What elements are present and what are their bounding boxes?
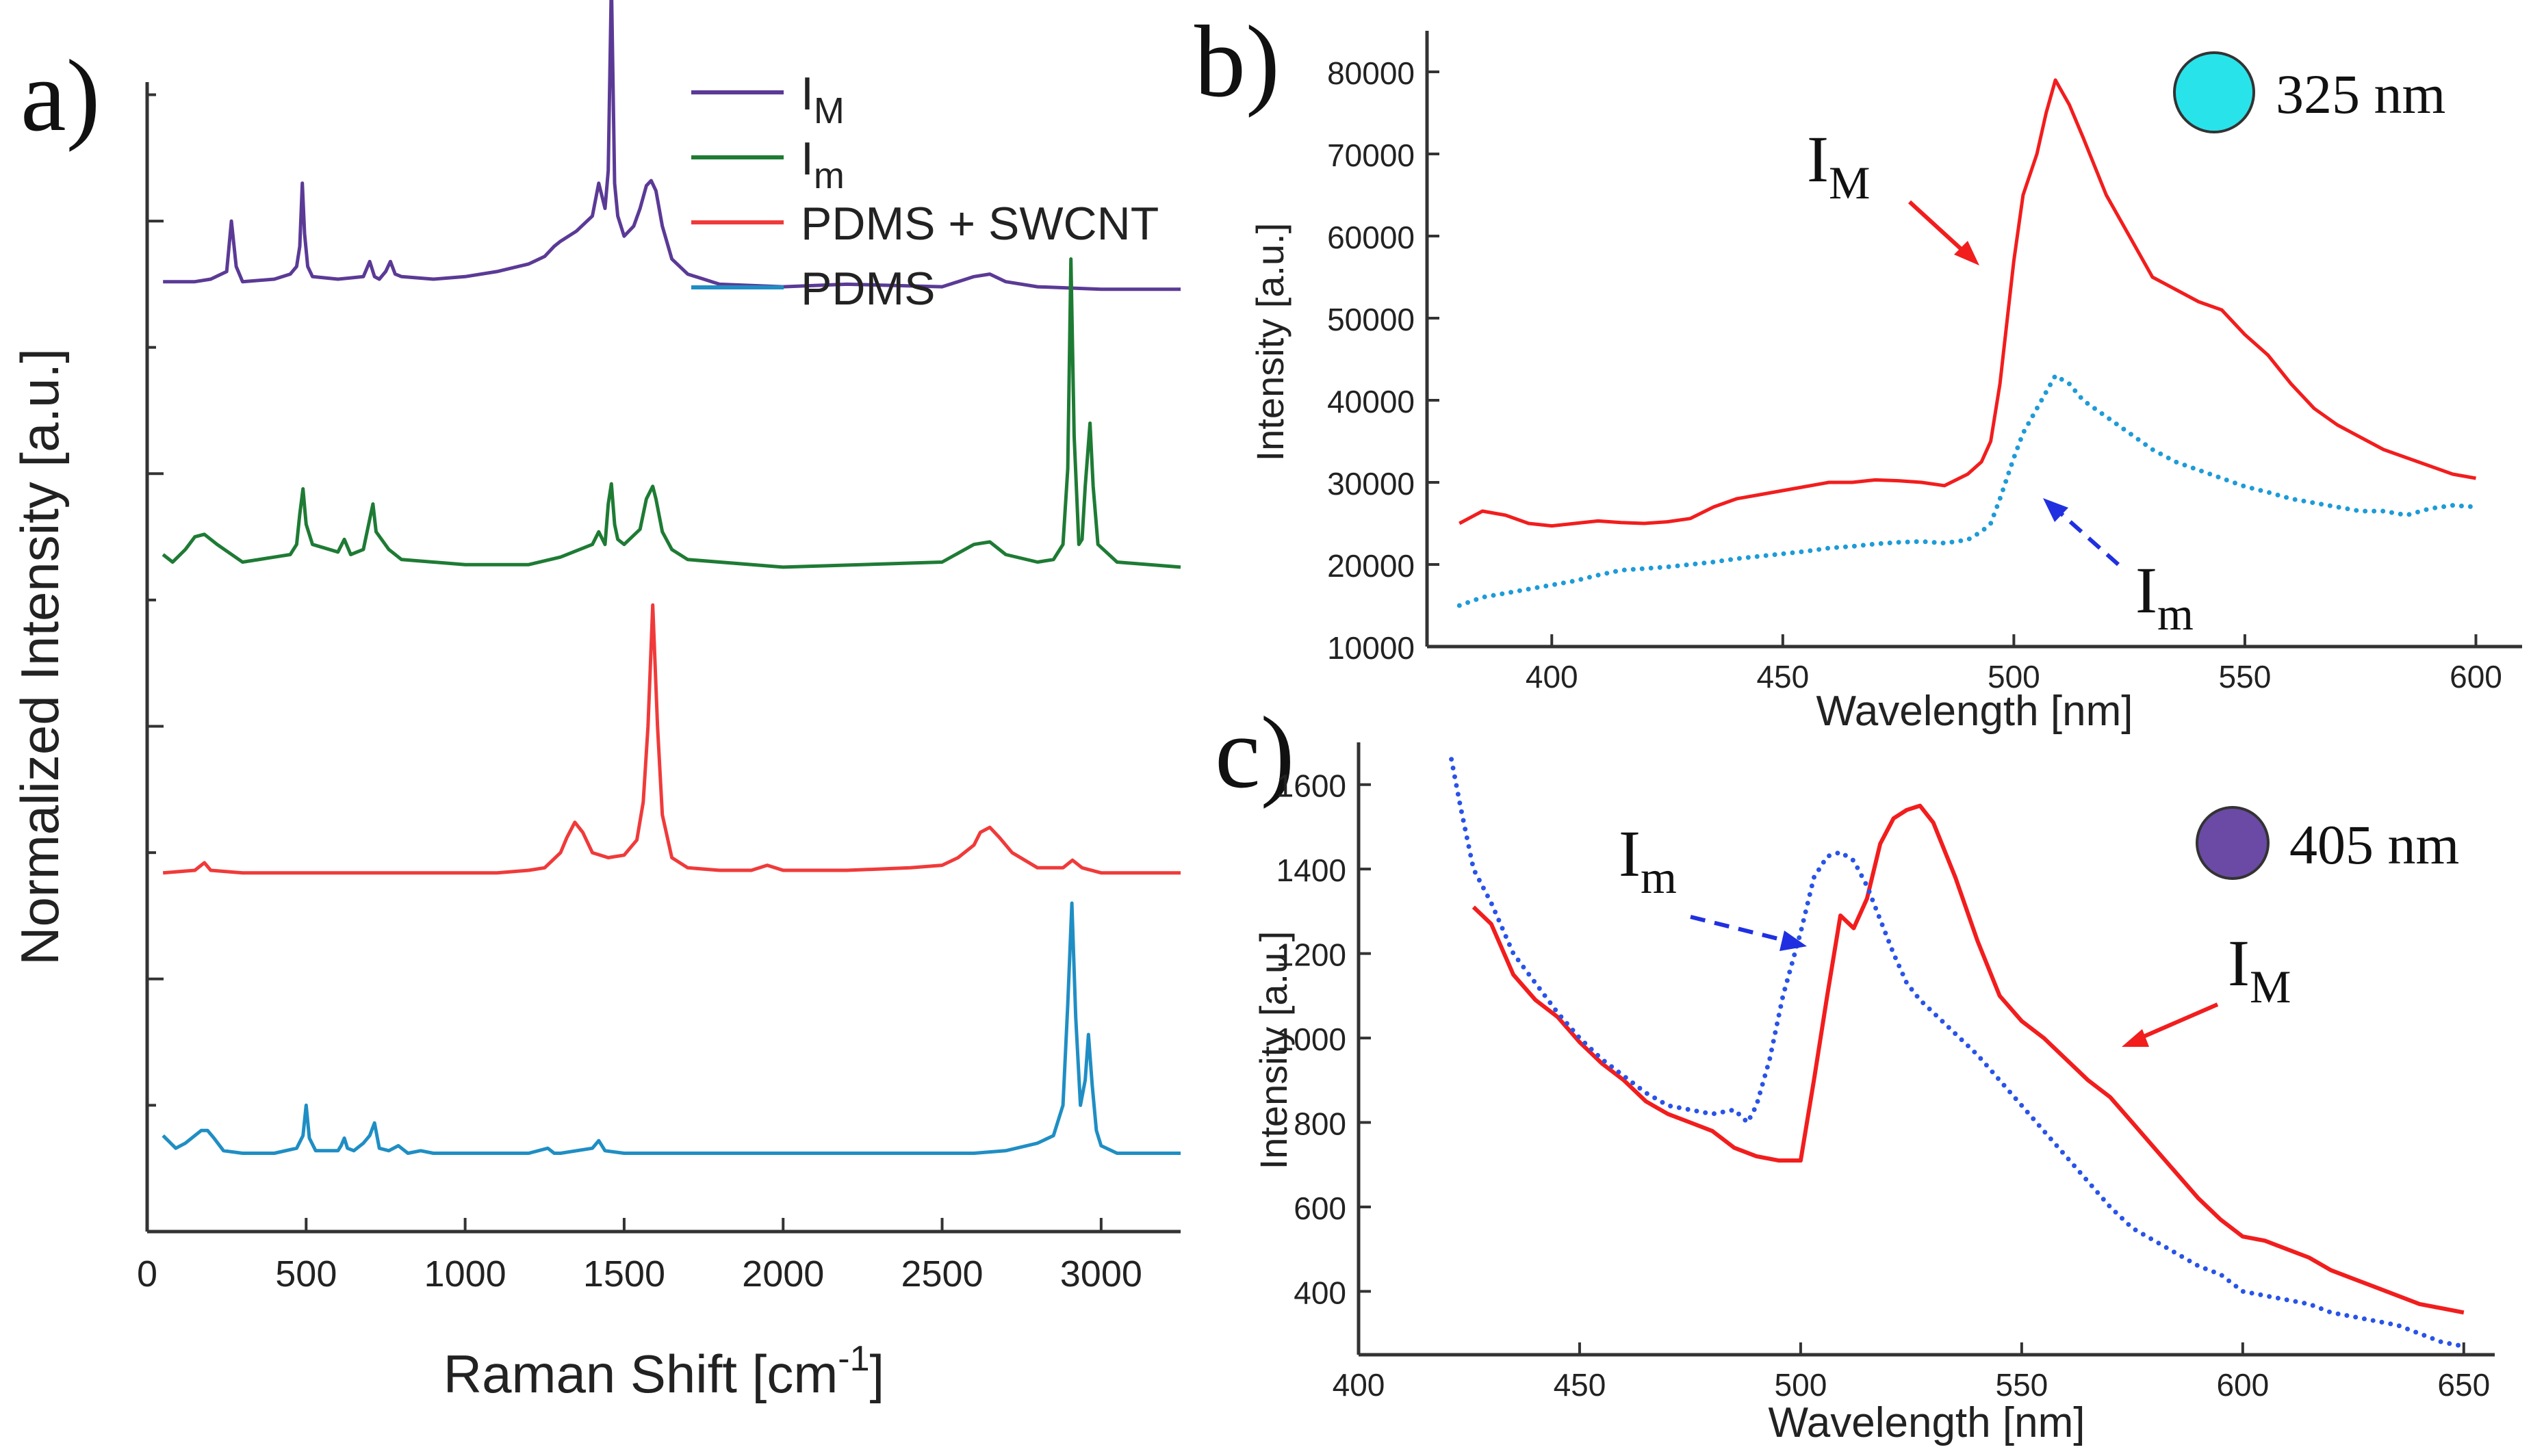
panel-c-label: c) bbox=[1215, 696, 1295, 809]
panel-b-y-ticks: 10000 20000 30000 40000 50000 60000 70000 80000 bbox=[1327, 55, 1439, 666]
panel-a-x-tick-label: 1000 bbox=[424, 1253, 506, 1295]
panel-c-x-axis-label: Wavelength [nm] bbox=[1769, 1399, 2085, 1446]
panel-a-x-tick-label: 0 bbox=[137, 1253, 157, 1295]
panel-c-x-tick-label: 600 bbox=[2216, 1367, 2269, 1403]
panel-b-y-tick-label: 70000 bbox=[1327, 138, 1415, 173]
panel-b-axes bbox=[1425, 31, 2522, 649]
panel-c-arrow-IM bbox=[2137, 1002, 2219, 1041]
panel-a-x-axis-label-sup: -1 bbox=[838, 1339, 869, 1379]
panel-a-x-tick-label: 2500 bbox=[901, 1253, 983, 1295]
panel-c-annotation-Im-letter: I bbox=[1619, 817, 1641, 890]
panel-b-x-ticks: 400 450 500 550 600 bbox=[1526, 634, 2502, 694]
panel-b-excitation-dot bbox=[2173, 51, 2255, 133]
panel-a-y-ticks bbox=[147, 93, 164, 1233]
panel-b-annotation-Im: Im bbox=[2135, 554, 2194, 640]
panel-b-y-tick-label: 30000 bbox=[1327, 466, 1415, 502]
panel-b-annotation-Im-sub: m bbox=[2157, 588, 2194, 640]
panel-c-excitation-label: 405 nm bbox=[2289, 814, 2459, 876]
panel-c-arrow-Im bbox=[1690, 915, 1787, 943]
panel-b-y-tick-label: 50000 bbox=[1327, 302, 1415, 337]
panel-b-curves bbox=[1456, 78, 2478, 608]
panel-b-x-tick-label: 400 bbox=[1526, 659, 1578, 694]
panel-a-x-tick-label: 2000 bbox=[742, 1253, 824, 1295]
panel-a-x-axis-label: Raman Shift [cm-1] bbox=[444, 1339, 884, 1404]
panel-c-x-tick-label: 650 bbox=[2437, 1367, 2490, 1403]
panel-b-excitation-label: 325 nm bbox=[2276, 63, 2445, 125]
panel-b-x-axis-label: Wavelength [nm] bbox=[1816, 688, 2133, 735]
panel-a-legend-sub: M bbox=[814, 90, 845, 131]
panel-c-y-tick-label: 1200 bbox=[1276, 937, 1346, 973]
panel-b-y-axis-label: Intensity [a.u.] bbox=[1248, 223, 1292, 462]
panel-a-x-tick-label: 500 bbox=[275, 1253, 337, 1295]
panel-c-arrow-Im-head bbox=[1779, 931, 1807, 951]
panel-a-x-axis-label-end: ] bbox=[870, 1344, 885, 1404]
panel-b-series-0 bbox=[1459, 78, 2476, 528]
panel-b-x-tick-label: 500 bbox=[1988, 659, 2040, 694]
panel-c-series-0 bbox=[1472, 803, 2465, 1315]
panel-c-x-tick-label: 550 bbox=[1995, 1367, 2048, 1403]
panel-a-series-1 bbox=[162, 257, 1181, 569]
panel-c-y-tick-label: 1400 bbox=[1276, 853, 1346, 888]
panel-a-legend-sub: m bbox=[814, 155, 845, 196]
panel-a-x-ticks: 0 500 1000 1500 2000 2500 3000 bbox=[137, 1218, 1142, 1295]
panel-c-excitation-dot bbox=[2196, 806, 2270, 880]
panel-c-y-tick-label: 600 bbox=[1294, 1191, 1346, 1226]
panel-c-annotation-Im-sub: m bbox=[1641, 851, 1677, 903]
panel-c-x-tick-label: 400 bbox=[1333, 1367, 1385, 1403]
panel-b-pl-325nm: b) 10000 20000 30000 40000 50000 60000 70000 80… bbox=[1194, 5, 2522, 735]
panel-b-y-tick-label: 20000 bbox=[1327, 548, 1415, 584]
panel-b-annotation-IM-letter: I bbox=[1807, 122, 1829, 196]
panel-b-arrow-Im bbox=[2055, 508, 2120, 567]
panel-c-y-ticks: 400 600 800 1000 1200 1400 1600 bbox=[1276, 768, 1371, 1310]
panel-c-y-tick-label: 800 bbox=[1294, 1106, 1346, 1142]
panel-a-axes bbox=[145, 82, 1181, 1234]
panel-c-x-tick-label: 450 bbox=[1554, 1367, 1606, 1403]
panel-c-x-tick-label: 500 bbox=[1775, 1367, 1827, 1403]
panel-c-x-ticks: 400 450 500 550 600 650 bbox=[1333, 1342, 2490, 1403]
panel-c-annotation-IM-sub: M bbox=[2250, 961, 2291, 1013]
panel-a-series-2 bbox=[163, 603, 1181, 875]
panel-a-x-tick-label: 1500 bbox=[583, 1253, 665, 1295]
panel-b-annotation-IM: IM bbox=[1807, 122, 1870, 209]
panel-b-y-tick-label: 40000 bbox=[1327, 384, 1415, 419]
panel-b-label: b) bbox=[1194, 5, 1280, 118]
panel-b-annotation-IM-sub: M bbox=[1829, 157, 1870, 209]
panel-b-annotation-Im-letter: I bbox=[2135, 554, 2157, 627]
panel-c-pl-405nm: c) 400 600 800 1000 1200 1400 1600 400 450 500 55… bbox=[1215, 696, 2495, 1446]
panel-c-series-1 bbox=[1449, 757, 2467, 1349]
panel-c-y-tick-label: 1600 bbox=[1276, 768, 1346, 804]
panel-b-x-tick-label: 450 bbox=[1756, 659, 1809, 694]
panel-c-y-tick-label: 400 bbox=[1294, 1275, 1346, 1310]
panel-b-arrow-Im-head bbox=[2043, 498, 2068, 522]
panel-a-series-0 bbox=[163, 0, 1181, 291]
panel-b-series-1 bbox=[1456, 373, 2478, 608]
panel-c-y-axis-label: Intensity [a.u.] bbox=[1252, 931, 1295, 1170]
panel-a-label: a) bbox=[21, 39, 101, 153]
panel-c-y-tick-label: 1000 bbox=[1276, 1022, 1346, 1057]
panel-c-annotation-IM-letter: I bbox=[2228, 926, 2250, 1000]
panel-a-legend-label: PDMS bbox=[801, 263, 935, 315]
panel-a-x-tick-label: 3000 bbox=[1060, 1253, 1142, 1295]
panel-b-y-tick-label: 60000 bbox=[1327, 220, 1415, 255]
panel-a-legend-label: PDMS + SWCNT bbox=[801, 198, 1159, 250]
panel-c-annotation-Im: Im bbox=[1619, 817, 1677, 903]
panel-a-series-3 bbox=[162, 901, 1181, 1155]
panel-c-arrow-IM-head bbox=[2122, 1029, 2149, 1047]
panel-b-y-tick-label: 80000 bbox=[1327, 55, 1415, 91]
panel-b-x-tick-label: 600 bbox=[2450, 659, 2502, 694]
panel-c-curves bbox=[1449, 757, 2467, 1349]
panel-c-annotation-IM: IM bbox=[2228, 926, 2291, 1013]
panel-b-arrow-IM bbox=[1907, 200, 1968, 255]
panel-a-y-axis-label: Normalized Intensity [a.u.] bbox=[10, 348, 70, 965]
panel-b-arrow-IM-head bbox=[1954, 241, 1979, 265]
panel-b-y-tick-label: 10000 bbox=[1327, 630, 1415, 666]
panel-c-axes bbox=[1357, 742, 2495, 1357]
panel-b-x-tick-label: 550 bbox=[2219, 659, 2272, 694]
panel-a-x-axis-label-main: Raman Shift [cm bbox=[444, 1344, 838, 1404]
panel-a-curves bbox=[162, 0, 1181, 1155]
